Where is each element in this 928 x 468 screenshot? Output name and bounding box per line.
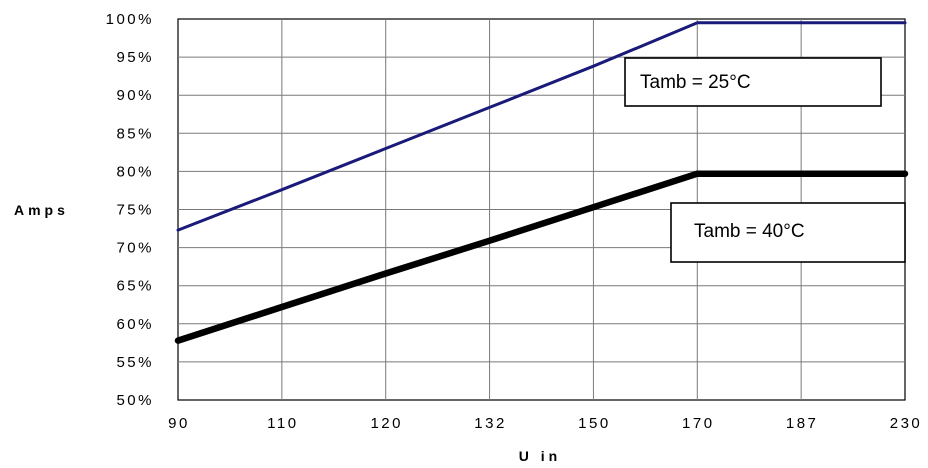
y-tick-label: 90% xyxy=(116,87,154,104)
x-tick-label: 187 xyxy=(786,415,819,432)
x-tick-labels: 90 110 120 132 150 170 187 230 xyxy=(168,415,923,432)
x-tick-label: 230 xyxy=(890,415,923,432)
legend-box-40c: Tamb = 40°C xyxy=(670,202,906,263)
x-axis-title: U in xyxy=(519,448,561,464)
x-tick-label: 120 xyxy=(370,415,403,432)
y-tick-label: 65% xyxy=(116,278,154,295)
series-lines xyxy=(174,21,909,344)
y-axis-title: Amps xyxy=(14,202,69,218)
y-tick-label: 60% xyxy=(116,316,154,333)
x-tick-label: 110 xyxy=(267,415,298,432)
y-tick-label: 70% xyxy=(116,240,154,257)
x-tick-label: 150 xyxy=(578,415,611,432)
y-tick-label: 100% xyxy=(106,11,154,28)
series-line-40c xyxy=(174,170,909,344)
y-tick-label: 80% xyxy=(116,163,154,180)
y-tick-label: 75% xyxy=(116,202,154,219)
y-tick-label: 95% xyxy=(116,49,154,66)
x-tick-label: 132 xyxy=(474,415,507,432)
x-tick-label: 170 xyxy=(682,415,715,432)
series-line-25c xyxy=(176,21,907,232)
legend-label-25c: Tamb = 25°C xyxy=(640,72,751,93)
y-tick-label: 85% xyxy=(116,125,154,142)
y-tick-labels: 50% 55% 60% 65% 70% 75% 80% 85% 90% 95% 100% xyxy=(106,11,154,409)
y-tick-label: 50% xyxy=(116,392,154,409)
legend-box-25c: Tamb = 25°C xyxy=(624,57,882,107)
x-tick-label: 90 xyxy=(168,415,190,432)
y-tick-label: 55% xyxy=(116,354,154,371)
legend-label-40c: Tamb = 40°C xyxy=(694,221,805,242)
